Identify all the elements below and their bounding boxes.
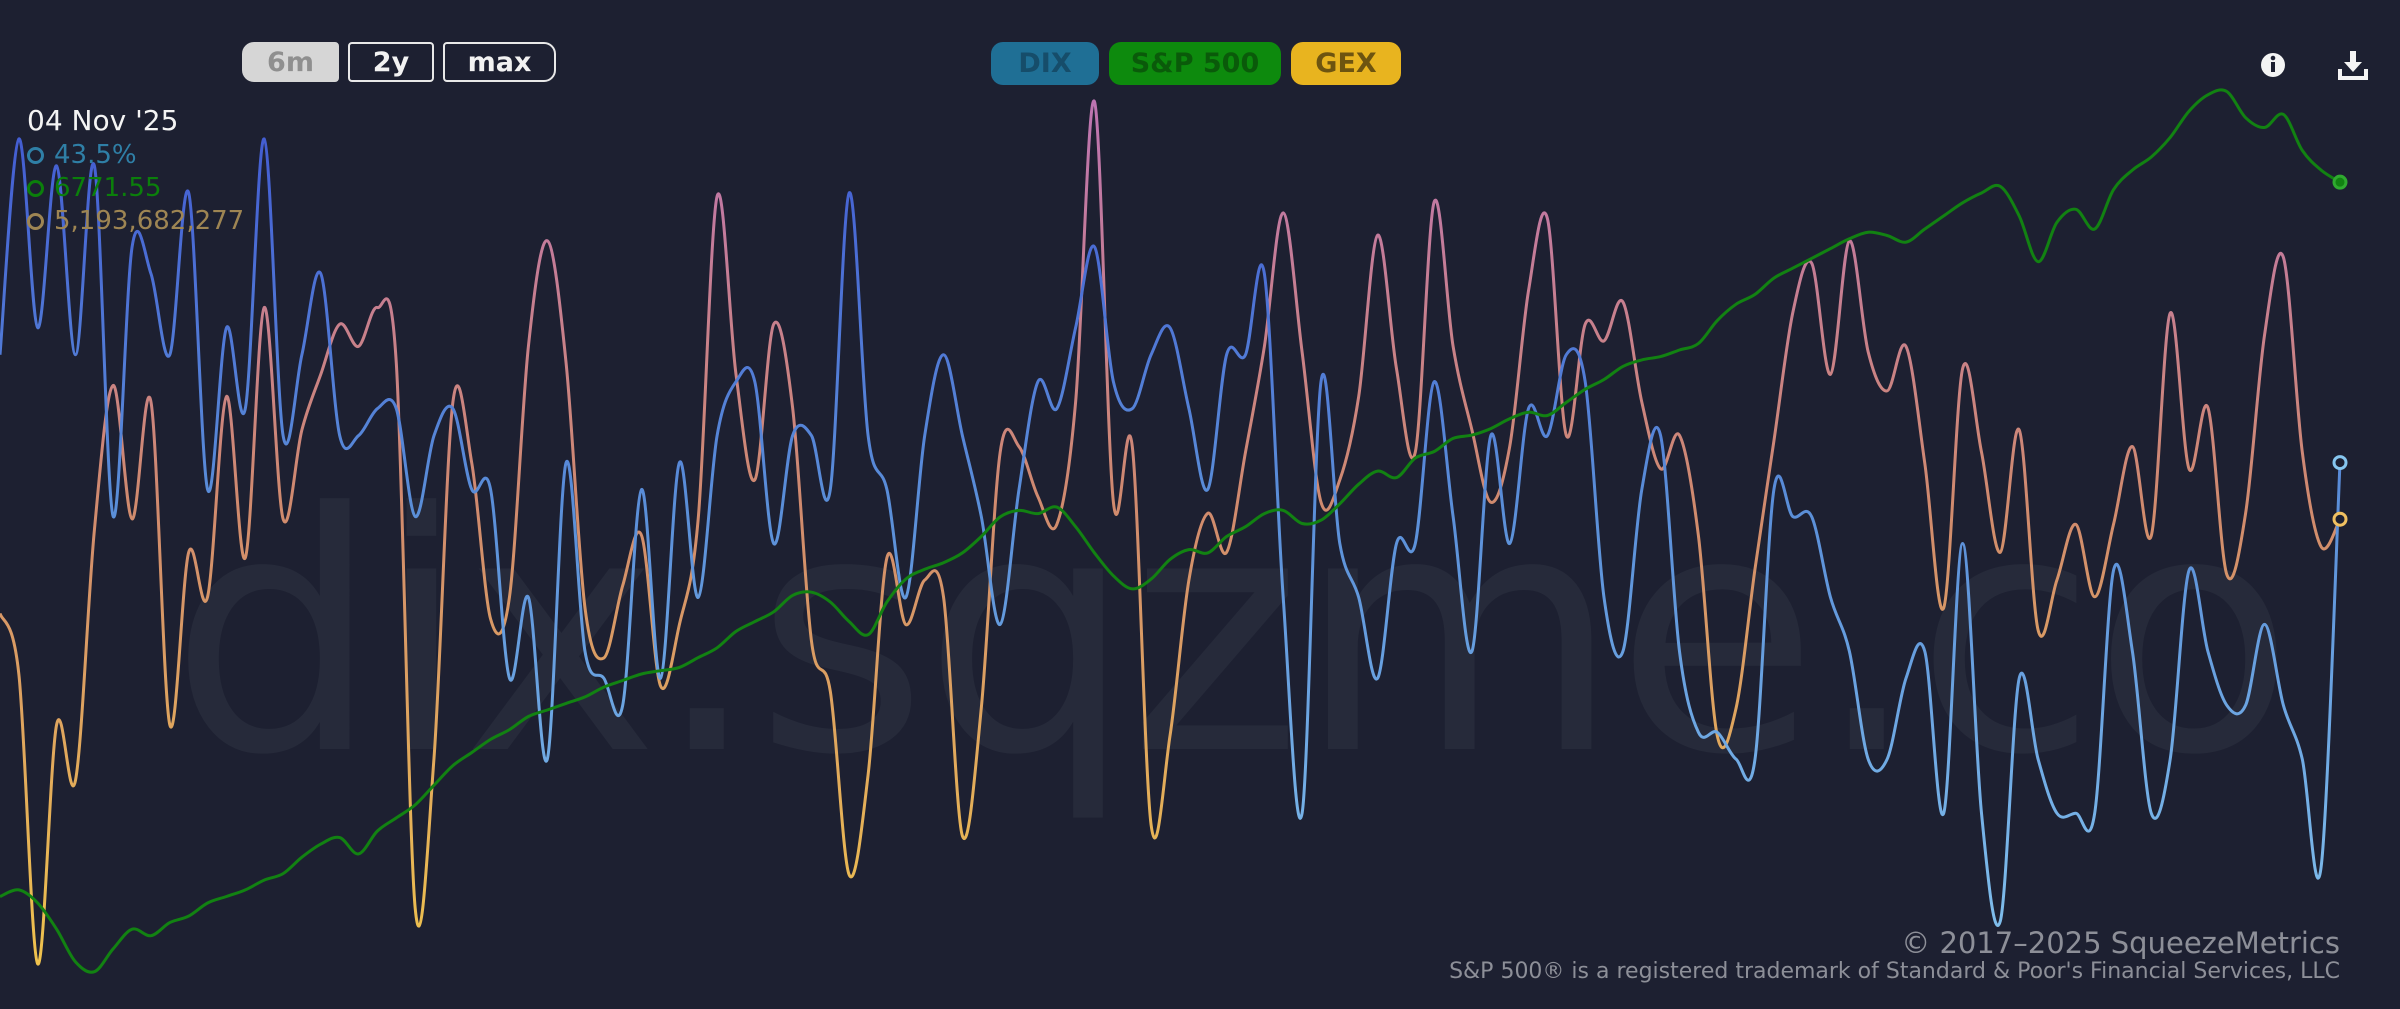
readout-date: 04 Nov '25	[27, 104, 179, 137]
range-button-max[interactable]: max	[443, 42, 556, 82]
crosshair-readout: 04 Nov '25 43.5% 6771.55 5,193,682,277	[27, 103, 244, 238]
gex-line-end-marker	[2332, 511, 2348, 527]
dix-line-end-marker	[2332, 455, 2348, 471]
gex-marker-icon	[27, 213, 44, 230]
range-button-2y[interactable]: 2y	[348, 42, 434, 82]
dix-marker-icon	[27, 147, 44, 164]
readout-dix: 43.5%	[27, 139, 244, 172]
series-toggles: DIX S&P 500 GEX	[991, 42, 1401, 85]
readout-gex: 5,193,682,277	[27, 205, 244, 238]
series-toggle-gex[interactable]: GEX	[1291, 42, 1401, 85]
dix-line	[0, 137, 2342, 927]
download-icon[interactable]	[2336, 48, 2370, 82]
info-icon[interactable]	[2256, 48, 2290, 82]
readout-spx: 6771.55	[27, 172, 244, 205]
readout-dix-value: 43.5%	[54, 140, 137, 170]
readout-spx-value: 6771.55	[54, 173, 162, 203]
range-selector: 6m 2y max	[242, 42, 556, 82]
copyright-text: © 2017–2025 SqueezeMetrics	[1901, 926, 2340, 960]
readout-gex-value: 5,193,682,277	[54, 206, 245, 236]
series-toggle-dix[interactable]: DIX	[991, 42, 1099, 85]
spx-marker-icon	[27, 180, 44, 197]
trademark-text: S&P 500® is a registered trademark of St…	[1449, 959, 2340, 984]
gex-line	[0, 99, 2342, 966]
series-toggle-spx[interactable]: S&P 500	[1109, 42, 1281, 85]
spx-line	[0, 88, 2341, 974]
spx-line-end-marker	[2332, 174, 2348, 190]
range-button-6m[interactable]: 6m	[242, 42, 339, 82]
